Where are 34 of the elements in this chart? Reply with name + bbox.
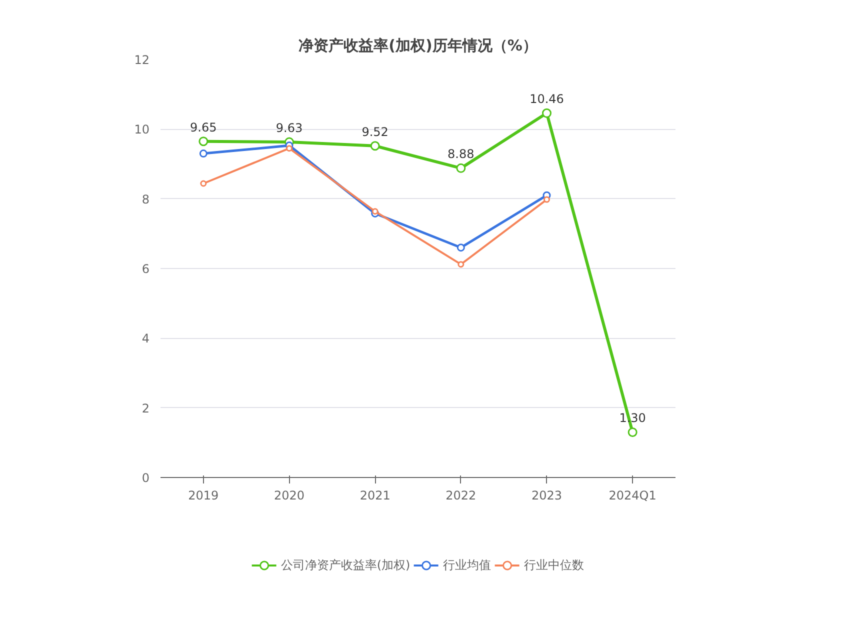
legend-label: 行业均值 (443, 556, 492, 574)
y-tick-label: 12 (134, 53, 150, 67)
y-tick-label: 10 (134, 122, 150, 137)
x-tick-label: 2021 (360, 488, 390, 502)
x-tick-label: 2022 (446, 488, 476, 502)
point (372, 208, 378, 215)
point (200, 180, 207, 187)
data-label: 8.88 (448, 147, 474, 162)
point (628, 427, 638, 437)
y-tick-label: 2 (142, 401, 150, 416)
point (544, 196, 550, 203)
legend-label: 公司净资产收益率(加权) (280, 556, 410, 574)
x-tick-label: 2019 (188, 488, 219, 502)
data-label: 9.65 (190, 120, 217, 134)
y-tick-label: 8 (142, 192, 150, 206)
y-tick-label: 6 (142, 262, 150, 276)
data-label: 9.63 (276, 121, 303, 136)
y-tick-label: 0 (142, 471, 150, 485)
x-tick-label: 2024Q1 (608, 488, 656, 502)
point (370, 141, 380, 151)
point (199, 150, 208, 158)
x-tick-label: 2023 (531, 488, 562, 502)
point (456, 163, 466, 173)
point (542, 108, 552, 118)
y-tick-label: 4 (142, 332, 150, 346)
point (286, 145, 292, 152)
data-label: 9.52 (362, 124, 388, 139)
x-tick-label: 2020 (274, 488, 305, 502)
legend-label: 行业中位数 (524, 556, 584, 574)
point (456, 244, 465, 252)
chart-title: 净资产收益率(加权)历年情况（%） (298, 36, 538, 54)
point (458, 261, 464, 268)
data-label: 10.46 (530, 92, 564, 106)
point (198, 136, 208, 146)
